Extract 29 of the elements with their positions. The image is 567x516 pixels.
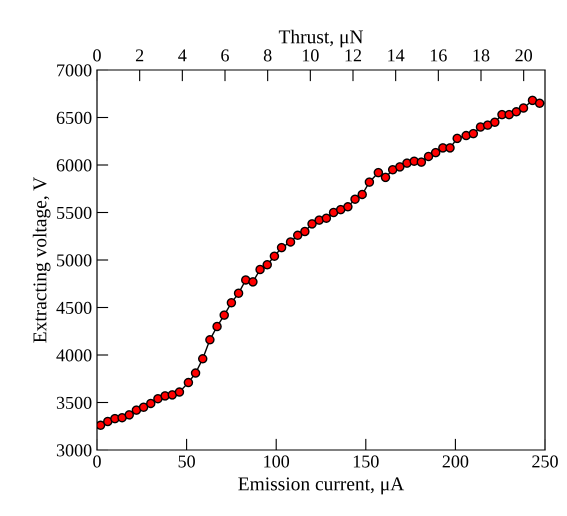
x-tick-label: 250	[532, 455, 558, 468]
x2-tick-label: 10	[302, 49, 319, 62]
x2-tick-label: 18	[474, 49, 490, 62]
x2-tick-label: 4	[178, 49, 187, 62]
x2-tick-label: 12	[346, 49, 362, 62]
x2-tick-label: 8	[264, 49, 272, 62]
y-tick-label: 6500	[56, 112, 92, 124]
y-tick-label: 6000	[56, 159, 92, 172]
x2-axis-title: Thrust, μN	[278, 30, 364, 48]
x-tick-label: 200	[442, 455, 468, 468]
x2-tick-label: 0	[93, 49, 101, 62]
x-tick-label: 150	[354, 455, 379, 468]
y-tick-label: 5000	[57, 254, 92, 266]
x2-tick-label: 14	[388, 49, 404, 62]
y-tick-label: 4500	[56, 302, 92, 314]
y-tick-label: 3500	[56, 396, 92, 409]
y-tick-label: 7000	[57, 64, 92, 76]
x2-tick-label: 6	[221, 49, 229, 62]
x-tick-label: 0	[93, 455, 101, 468]
y-axis-title: Extracting voltage, V	[32, 176, 50, 343]
x2-tick-label: 2	[136, 49, 144, 62]
y-tick-label: 3000	[56, 444, 92, 456]
y-tick-label: 4000	[56, 349, 92, 362]
x-axis-title: Emission current, μA	[238, 477, 404, 494]
x-tick-label: 100	[264, 455, 290, 468]
x2-tick-label: 20	[515, 49, 532, 62]
y-tick-label: 5500	[57, 206, 92, 219]
x2-tick-label: 16	[430, 49, 447, 62]
x-tick-label: 50	[178, 455, 195, 468]
